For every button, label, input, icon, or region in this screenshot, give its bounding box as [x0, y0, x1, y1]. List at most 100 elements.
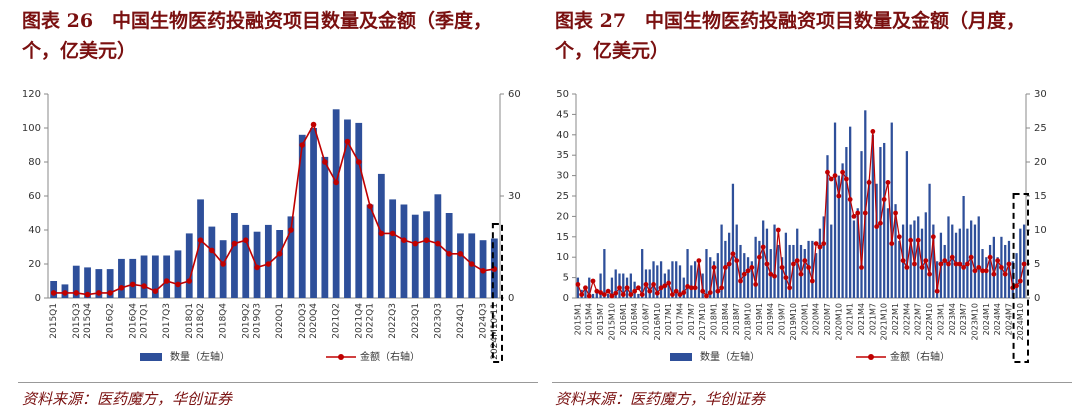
x-tick-label: 2018Q1 [185, 303, 195, 339]
x-tick-label: 2022M1 [891, 303, 900, 335]
bar [731, 183, 735, 298]
y-tick-label: 10 [556, 252, 569, 263]
bar [750, 261, 753, 298]
point [764, 261, 770, 267]
point [779, 265, 785, 270]
bar [287, 216, 295, 298]
point [991, 271, 997, 277]
x-tick-label: 2020M1 [800, 303, 809, 335]
point [919, 265, 925, 270]
bar [773, 224, 776, 298]
bar [849, 126, 852, 298]
x-tick-label: 2024M10-11 [490, 303, 500, 360]
x-tick-label: 2021Q4 [354, 303, 364, 339]
y-tick-label: 25 [556, 191, 569, 202]
bar [860, 151, 863, 298]
bar [400, 204, 408, 298]
bar [701, 273, 704, 298]
point [635, 285, 641, 291]
point [862, 210, 868, 216]
bar [792, 244, 795, 298]
bar [629, 273, 632, 298]
bar [678, 265, 682, 298]
point [666, 280, 672, 286]
bar [951, 224, 954, 298]
x-tick-label: 2021M4 [857, 303, 866, 335]
x-tick-label: 2016M7 [641, 303, 650, 335]
x-tick-label: 2022Q1 [366, 303, 376, 339]
point [772, 273, 777, 279]
bar [197, 199, 204, 298]
bar [852, 220, 856, 298]
x-tick-label: 2018Q4 [219, 303, 229, 339]
point [299, 142, 306, 148]
bar [50, 281, 58, 298]
bar [355, 122, 363, 299]
point [367, 203, 373, 209]
x-tick-label: 2022Q3 [388, 303, 398, 339]
point [586, 293, 592, 299]
point [220, 261, 226, 267]
bar [947, 216, 950, 298]
point [692, 285, 698, 291]
point [798, 271, 804, 277]
point [927, 271, 932, 277]
x-tick-label: 2017M4 [675, 303, 684, 335]
point [745, 268, 751, 274]
bar [826, 155, 829, 298]
point [821, 241, 827, 247]
bar [799, 244, 803, 298]
bar [936, 261, 939, 298]
point [825, 169, 830, 175]
bar [856, 208, 859, 298]
point [870, 129, 876, 134]
bar [905, 151, 909, 298]
bar [84, 267, 91, 298]
x-tick-label: 2020M7 [823, 303, 832, 335]
y-tick-label: 40 [28, 225, 41, 236]
x-tick-label: 2024M10 [1016, 303, 1025, 340]
point [84, 291, 91, 298]
bar [709, 257, 712, 298]
point [209, 247, 215, 254]
bar [95, 269, 103, 298]
point [874, 224, 880, 230]
point [435, 240, 441, 247]
x-tick-label: 2019M4 [766, 303, 775, 335]
bar [344, 119, 351, 298]
point [601, 292, 607, 297]
bar [780, 257, 784, 298]
point [840, 169, 845, 175]
point [741, 271, 747, 277]
y-tick-label: 40 [556, 130, 569, 141]
point [62, 290, 68, 296]
point [322, 159, 328, 165]
bar [675, 261, 678, 298]
bar [814, 253, 818, 298]
x-tick-label: 2019M7 [778, 303, 787, 335]
bar [841, 163, 844, 298]
bar [886, 208, 890, 298]
point [836, 193, 842, 199]
x-tick-label: 2021M1 [846, 303, 855, 335]
point [118, 285, 125, 291]
point [866, 180, 872, 185]
point [681, 290, 687, 295]
bar [411, 214, 419, 298]
point [787, 285, 793, 291]
point [412, 240, 419, 247]
point [141, 283, 147, 289]
point [628, 292, 634, 297]
bar [72, 265, 80, 298]
bar [803, 249, 806, 298]
point [832, 173, 838, 179]
point [73, 290, 80, 296]
point [624, 285, 630, 291]
point [129, 281, 136, 288]
point [378, 230, 385, 237]
y2-tick-label: 0 [508, 293, 514, 304]
y2-tick-label: 30 [508, 191, 521, 202]
highlight-box [491, 223, 503, 363]
point [809, 278, 815, 284]
